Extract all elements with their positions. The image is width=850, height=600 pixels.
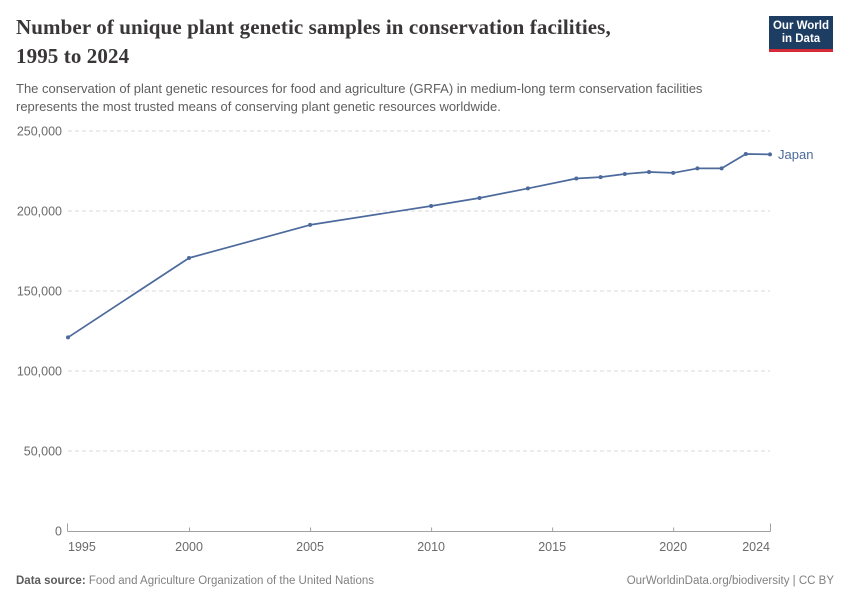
y-axis-tick-label: 50,000 [24,445,62,459]
data-point[interactable] [187,256,191,260]
data-point[interactable] [647,170,651,174]
y-axis-tick-label: 200,000 [17,205,62,219]
y-axis-tick-label: 100,000 [17,365,62,379]
data-point[interactable] [671,170,676,175]
logo-red-bar [769,49,833,52]
data-point[interactable] [525,186,530,191]
x-axis-tick-label: 2020 [659,540,687,554]
page-title: Number of unique plant genetic samples i… [16,13,750,71]
data-point[interactable] [308,222,313,227]
chart-footer: Data source: Food and Agriculture Organi… [16,574,834,588]
data-point[interactable] [719,166,724,171]
data-source-text: Food and Agriculture Organization of the… [88,575,374,587]
chart-subtitle: The conservation of plant genetic resour… [16,81,703,114]
data-point[interactable] [66,335,70,340]
data-point[interactable] [743,152,748,156]
logo-line-2: in Data [781,33,821,45]
series-line[interactable] [67,153,771,339]
credit-link[interactable]: OurWorldinData.org/biodiversity | CC BY [626,575,834,587]
chart-header: Number of unique plant genetic samples i… [16,13,750,116]
series-end-label[interactable]: Japan [778,147,813,162]
y-axis-tick-label: 250,000 [17,125,62,139]
y-axis-tick-label: 0 [55,525,62,539]
x-axis-tick-label: 2015 [538,540,566,554]
y-axis-tick-label: 150,000 [17,285,62,299]
title-line-1: Number of unique plant genetic samples i… [16,15,611,39]
x-axis-tick-label: 2000 [175,540,203,554]
data-point[interactable] [477,196,482,200]
data-point[interactable] [574,176,579,181]
x-axis-tick-label: 2024 [742,540,770,554]
logo-line-1: Our World [772,20,829,32]
x-axis-tick-label: 1995 [68,540,96,554]
owid-logo[interactable]: Our World in Data [769,16,833,52]
data-source: Data source: Food and Agriculture Organi… [16,574,374,588]
data-point[interactable] [695,166,700,171]
data-point[interactable] [429,204,434,208]
data-point[interactable] [622,172,627,176]
x-axis-tick-label: 2005 [296,540,324,554]
title-line-2: 1995 to 2024 [16,44,130,68]
data-point[interactable] [768,152,772,157]
data-source-label: Data source: [16,575,86,587]
data-point[interactable] [598,175,603,180]
x-axis-tick-label: 2010 [417,540,445,554]
